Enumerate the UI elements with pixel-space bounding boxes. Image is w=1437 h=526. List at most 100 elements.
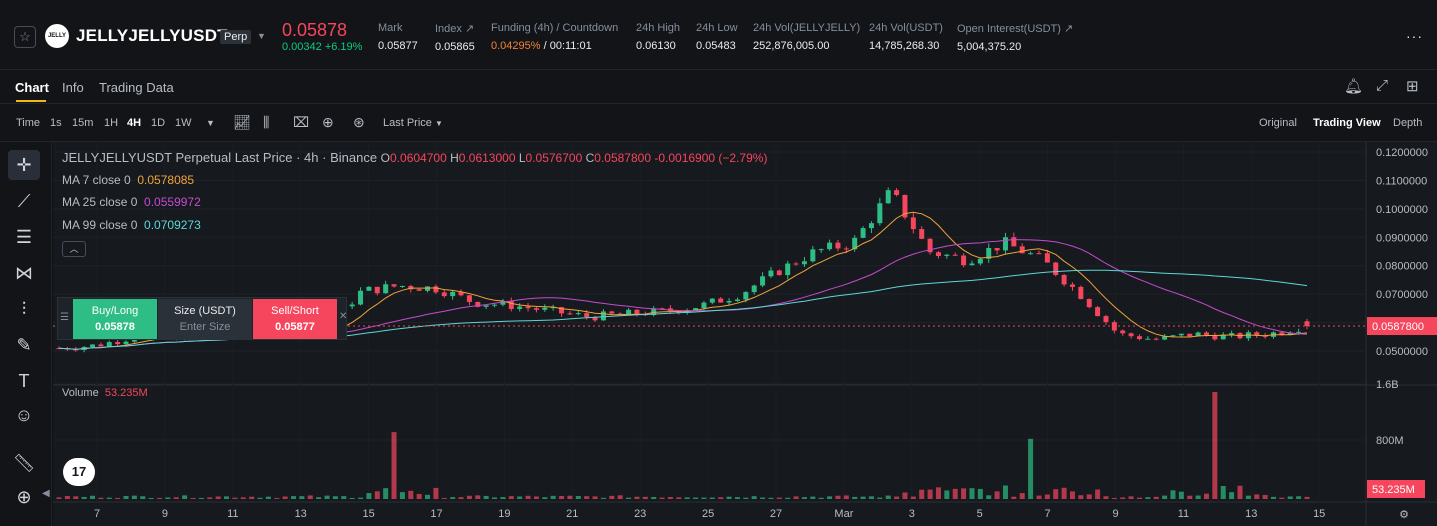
stat-open-interest[interactable]: Open Interest(USDT) ↗ 5,004,375.20 — [957, 22, 1073, 53]
buy-long-button[interactable]: Buy/Long 0.05878 — [73, 299, 157, 339]
bell-icon[interactable]: 🔔︎ — [1344, 78, 1364, 95]
candle-body — [801, 261, 807, 265]
symbol-name[interactable]: JELLYJELLYUSDT — [76, 26, 228, 45]
tab-trading-data[interactable]: Trading Data — [99, 80, 174, 95]
candle-body — [1170, 335, 1176, 337]
settings-icon[interactable]: ⊛ — [353, 114, 365, 130]
camera-icon[interactable]: ⌧ — [293, 114, 310, 130]
interval-1d[interactable]: 1D — [151, 117, 166, 129]
more-icon[interactable]: ··· — [1406, 28, 1423, 44]
ruler-icon[interactable]: 📏︎ — [12, 453, 36, 473]
ohlc-change: -0.0016900 (−2.79%) — [654, 151, 768, 165]
candle-body — [542, 307, 548, 310]
drag-handle-icon[interactable]: ☰ — [60, 312, 69, 323]
close-icon[interactable]: ✕ — [339, 311, 348, 322]
volume-bar — [1162, 495, 1168, 499]
sell-short-button[interactable]: Sell/Short 0.05877 — [253, 299, 337, 339]
star-icon[interactable]: ☆ — [14, 26, 36, 48]
sell-price: 0.05877 — [275, 321, 315, 333]
time-axis-label: 7 — [1045, 508, 1051, 520]
tab-chart[interactable]: Chart — [15, 80, 49, 95]
volume-bar — [115, 497, 121, 499]
candle-body — [550, 307, 556, 309]
chevron-down-icon[interactable]: ▼ — [257, 31, 266, 41]
volume-bar — [299, 496, 305, 499]
volume-bar — [575, 495, 581, 499]
candle-body — [852, 237, 858, 250]
candle-body — [358, 290, 364, 305]
interval-1s[interactable]: 1s — [50, 117, 62, 129]
volume-bar — [425, 494, 431, 499]
volume-bar — [609, 495, 615, 499]
tradingview-logo[interactable]: 17 — [63, 458, 95, 486]
stat-mark: Mark 0.05877 — [378, 22, 418, 52]
candle-body — [1061, 274, 1067, 285]
candle-body — [927, 238, 933, 253]
volume-bar — [659, 497, 665, 499]
interval-time[interactable]: Time — [16, 117, 41, 129]
candle-body — [617, 313, 623, 315]
volume-bar — [542, 497, 548, 499]
volume-bar — [207, 497, 213, 499]
layout-grid-icon[interactable]: ⊞ — [1406, 78, 1419, 95]
interval-4h[interactable]: 4H — [127, 117, 142, 129]
stat-index[interactable]: Index ↗ 0.05865 — [435, 22, 475, 53]
candle-body — [718, 298, 724, 303]
size-input[interactable]: Size (USDT) Enter Size — [158, 299, 252, 339]
candle-body — [776, 270, 782, 276]
volume-bar — [1254, 494, 1260, 499]
volume-bar — [642, 496, 648, 499]
view-original[interactable]: Original — [1259, 117, 1297, 129]
view-trading-view[interactable]: Trading View — [1313, 117, 1381, 129]
volume-bar — [768, 497, 774, 499]
volume-bar — [910, 496, 916, 499]
text-icon[interactable]: T — [18, 371, 30, 391]
candle-body — [726, 300, 732, 303]
collapse-left-icon[interactable]: ◀ — [42, 488, 50, 499]
ticker-bar: ☆ JELLY JELLYJELLYUSDT Perp ▼ 0.05878 0.… — [0, 0, 1437, 70]
ma25-legend: MA 25 close 0 0.0559972 — [62, 195, 201, 209]
candle-body — [935, 252, 941, 256]
zoom-icon[interactable]: ⊕ — [16, 487, 32, 507]
volume-bar — [106, 497, 112, 499]
stat-value: 14,785,268.30 — [869, 40, 940, 52]
candle-body — [885, 190, 891, 204]
gear-icon[interactable]: ⚙ — [1399, 509, 1409, 521]
emoji-icon[interactable]: ☺ — [14, 405, 34, 425]
volume-bar — [508, 496, 514, 499]
tab-info[interactable]: Info — [62, 80, 84, 95]
chevron-down-icon[interactable]: ▼ — [206, 118, 215, 128]
volume-bar — [64, 496, 70, 499]
current-price-label: 0.0587800 — [1372, 321, 1424, 333]
interval-1h[interactable]: 1H — [104, 117, 119, 129]
price-change: 0.00342 +6.19% — [282, 41, 363, 53]
interval-15m[interactable]: 15m — [72, 117, 94, 129]
volume-bar — [1103, 496, 1109, 499]
interval-1w[interactable]: 1W — [175, 117, 192, 129]
legend-collapse-icon[interactable]: ︿ — [62, 241, 86, 257]
price-axis-label: 0.1000000 — [1376, 204, 1428, 216]
trend-line-icon[interactable]: ⟋ — [17, 191, 31, 211]
indicator-icon[interactable]: 📈︎ — [233, 114, 251, 130]
price-type-select[interactable]: Last Price ▼ — [383, 117, 443, 129]
volume-bar — [852, 496, 858, 499]
pattern-icon[interactable]: ⋈ — [15, 263, 33, 283]
volume-bar — [1028, 438, 1034, 499]
time-axis-label: 21 — [566, 508, 578, 520]
volume-bar — [760, 497, 766, 499]
view-depth[interactable]: Depth — [1393, 117, 1423, 129]
stat-24h-low: 24h Low 0.05483 — [696, 22, 738, 52]
crosshair-icon[interactable]: ✛ — [8, 150, 40, 180]
expand-icon[interactable]: ⤢ — [1376, 77, 1389, 94]
candle-type-icon[interactable]: ⫼ — [263, 114, 270, 130]
brush-icon[interactable]: ✎ — [16, 335, 32, 355]
candle-body — [1220, 334, 1226, 340]
horizontal-lines-icon[interactable]: ☰ — [15, 227, 33, 247]
add-icon[interactable]: ⊕ — [322, 114, 334, 130]
time-axis-label: Mar — [834, 508, 853, 520]
price-axis-label: 0.0500000 — [1376, 346, 1428, 358]
candle-body — [1120, 330, 1126, 334]
candle-body — [383, 284, 389, 294]
stat-value: 0.04295% / 00:11:01 — [491, 40, 618, 52]
fib-icon[interactable]: ⫶ — [21, 299, 27, 319]
